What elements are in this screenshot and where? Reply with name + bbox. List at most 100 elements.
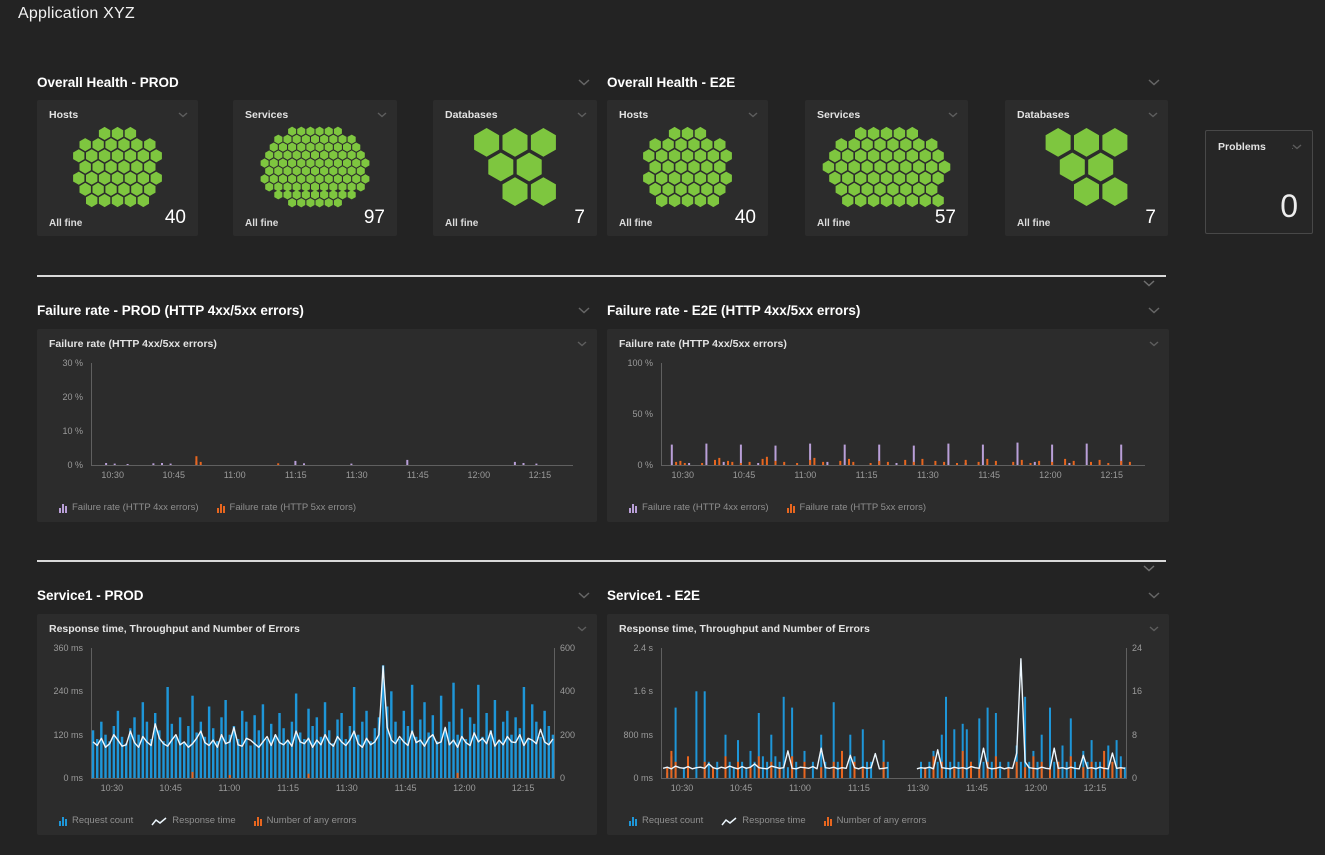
chevron-down-icon[interactable] bbox=[1149, 626, 1159, 632]
entity-count: 7 bbox=[574, 207, 585, 228]
axis-tick-label: 50 % bbox=[632, 409, 653, 419]
chevron-down-icon[interactable] bbox=[948, 112, 958, 118]
axis-tick-label: 11:45 bbox=[978, 470, 1001, 480]
chevron-down-icon[interactable] bbox=[1148, 112, 1158, 118]
section-title: Overall Health - E2E bbox=[607, 74, 736, 90]
axis-tick-label: 11:45 bbox=[406, 470, 429, 480]
service1-e2e-chart-tile[interactable]: Response time, Throughput and Number of … bbox=[607, 614, 1169, 835]
legend-item[interactable]: Request count bbox=[59, 815, 133, 826]
chevron-down-icon[interactable] bbox=[578, 591, 590, 599]
legend-bars-icon bbox=[59, 816, 67, 826]
chevron-down-icon[interactable] bbox=[1149, 341, 1159, 347]
tile-title: Hosts bbox=[49, 109, 79, 121]
axis-tick-label: 11:15 bbox=[284, 470, 307, 480]
axis-tick-label: 11:45 bbox=[966, 783, 988, 793]
service1-e2e-chart: 2.4 s 1.6 s 800 ms 0 ms 24 16 8 0 10:30 10:45 11:0… bbox=[615, 642, 1161, 798]
hexagon-health-grid bbox=[815, 126, 958, 208]
failure-rate-e2e-chart-tile[interactable]: Failure rate (HTTP 4xx/5xx errors) 100 %… bbox=[607, 329, 1169, 522]
axis-tick-label: 0 % bbox=[637, 460, 653, 470]
health-tile-hosts-prod[interactable]: Hosts All fine 40 bbox=[37, 100, 198, 236]
axis-tick-label: 8 bbox=[1132, 729, 1138, 740]
axis-tick-label: 0 ms bbox=[633, 773, 653, 783]
failure-rate-prod-chart-tile[interactable]: Failure rate (HTTP 4xx/5xx errors) 30 % 2… bbox=[37, 329, 597, 522]
health-tile-databases-prod[interactable]: Databases All fine 7 bbox=[433, 100, 597, 236]
axis-tick-label: 10:30 bbox=[100, 783, 124, 793]
axis-tick-label: 360 ms bbox=[53, 643, 83, 653]
chart-title: Response time, Throughput and Number of … bbox=[619, 623, 870, 635]
chevron-down-icon[interactable] bbox=[178, 112, 188, 118]
chevron-down-icon[interactable] bbox=[1143, 565, 1155, 572]
health-tile-services-e2e[interactable]: Services All fine 57 bbox=[805, 100, 968, 236]
axis-tick-label: 12:00 bbox=[1024, 783, 1048, 793]
chevron-down-icon[interactable] bbox=[377, 112, 387, 118]
legend-label: Failure rate (HTTP 5xx errors) bbox=[799, 502, 927, 513]
section-header-health-e2e: Overall Health - E2E bbox=[607, 72, 1160, 92]
chevron-down-icon[interactable] bbox=[748, 112, 758, 118]
health-tile-services-prod[interactable]: Services All fine 97 bbox=[233, 100, 397, 236]
failure-rate-e2e-chart: 100 % 50 % 0 % 10:30 10:45 11:00 11:15 11:30 11:… bbox=[615, 357, 1161, 485]
axis-tick-label: 11:30 bbox=[916, 470, 939, 480]
section-header-failure-prod: Failure rate - PROD (HTTP 4xx/5xx errors… bbox=[37, 300, 590, 320]
axis-tick-label: 10:45 bbox=[162, 470, 185, 480]
chevron-down-icon[interactable] bbox=[1148, 78, 1160, 86]
legend-bars-icon bbox=[786, 503, 795, 513]
hexagon-health-grid bbox=[47, 126, 188, 208]
page-title: Application XYZ bbox=[18, 5, 135, 22]
status-label: All fine bbox=[1017, 218, 1051, 229]
axis-tick-label: 1.6 s bbox=[633, 686, 653, 697]
legend-item[interactable]: Number of any errors bbox=[823, 815, 927, 826]
problems-tile[interactable]: Problems 0 bbox=[1205, 130, 1313, 234]
legend-item[interactable]: Failure rate (HTTP 4xx errors) bbox=[59, 502, 199, 513]
chevron-down-icon[interactable] bbox=[1143, 280, 1155, 287]
legend-bars-icon bbox=[823, 816, 832, 826]
legend-item[interactable]: Response time bbox=[151, 815, 236, 826]
axis-tick-label: 30 % bbox=[62, 358, 83, 368]
health-tile-databases-e2e[interactable]: Databases All fine 7 bbox=[1005, 100, 1168, 236]
legend-label: Number of any errors bbox=[266, 815, 357, 826]
axis-tick-label: 0 % bbox=[67, 460, 83, 470]
legend-line-icon bbox=[151, 817, 167, 826]
chevron-down-icon[interactable] bbox=[577, 112, 587, 118]
chart-title: Response time, Throughput and Number of … bbox=[49, 623, 300, 635]
axis-tick-label: 400 bbox=[560, 686, 576, 697]
axis-tick-label: 600 bbox=[560, 643, 576, 653]
legend-label: Number of any errors bbox=[836, 815, 927, 826]
chevron-down-icon[interactable] bbox=[577, 626, 587, 632]
axis-tick-label: 11:15 bbox=[855, 470, 878, 480]
axis-tick-label: 20 % bbox=[62, 392, 83, 402]
legend-item[interactable]: Failure rate (HTTP 5xx errors) bbox=[216, 502, 356, 513]
status-label: All fine bbox=[49, 218, 83, 229]
section-divider bbox=[37, 275, 1166, 277]
legend-item[interactable]: Response time bbox=[721, 815, 806, 826]
service1-prod-chart-tile[interactable]: Response time, Throughput and Number of … bbox=[37, 614, 597, 835]
axis-tick-label: 11:30 bbox=[907, 783, 929, 793]
entity-count: 7 bbox=[1145, 207, 1156, 228]
chevron-down-icon[interactable] bbox=[578, 78, 590, 86]
chevron-down-icon[interactable] bbox=[577, 341, 587, 347]
axis-tick-label: 24 bbox=[1132, 643, 1143, 653]
axis-tick-label: 11:00 bbox=[218, 783, 241, 793]
legend-bars-icon bbox=[629, 503, 637, 513]
axis-tick-label: 240 ms bbox=[53, 686, 83, 697]
failure-rate-prod-chart: 30 % 20 % 10 % 0 % 10:30 10:45 11:00 11:15 11:30… bbox=[45, 357, 589, 485]
status-label: All fine bbox=[817, 218, 851, 229]
axis-tick-label: 0 ms bbox=[63, 773, 83, 783]
health-tile-hosts-e2e[interactable]: Hosts All fine 40 bbox=[607, 100, 768, 236]
legend-item[interactable]: Request count bbox=[629, 815, 703, 826]
hexagon-health-grid bbox=[617, 126, 758, 208]
chevron-down-icon[interactable] bbox=[1292, 144, 1302, 150]
entity-count: 40 bbox=[164, 207, 186, 228]
chevron-down-icon[interactable] bbox=[1148, 591, 1160, 599]
legend-item[interactable]: Failure rate (HTTP 4xx errors) bbox=[629, 502, 769, 513]
chevron-down-icon[interactable] bbox=[578, 306, 590, 314]
axis-tick-label: 11:30 bbox=[335, 783, 358, 793]
legend-item[interactable]: Failure rate (HTTP 5xx errors) bbox=[786, 502, 927, 513]
chevron-down-icon[interactable] bbox=[1148, 306, 1160, 314]
hexagon-health-grid bbox=[1015, 126, 1158, 208]
tile-title: Databases bbox=[445, 109, 498, 121]
legend-item[interactable]: Number of any errors bbox=[253, 815, 357, 826]
entity-count: 40 bbox=[734, 207, 756, 228]
axis-tick-label: 11:45 bbox=[394, 783, 417, 793]
legend-label: Response time bbox=[172, 815, 236, 826]
axis-tick-label: 12:00 bbox=[1039, 470, 1062, 480]
